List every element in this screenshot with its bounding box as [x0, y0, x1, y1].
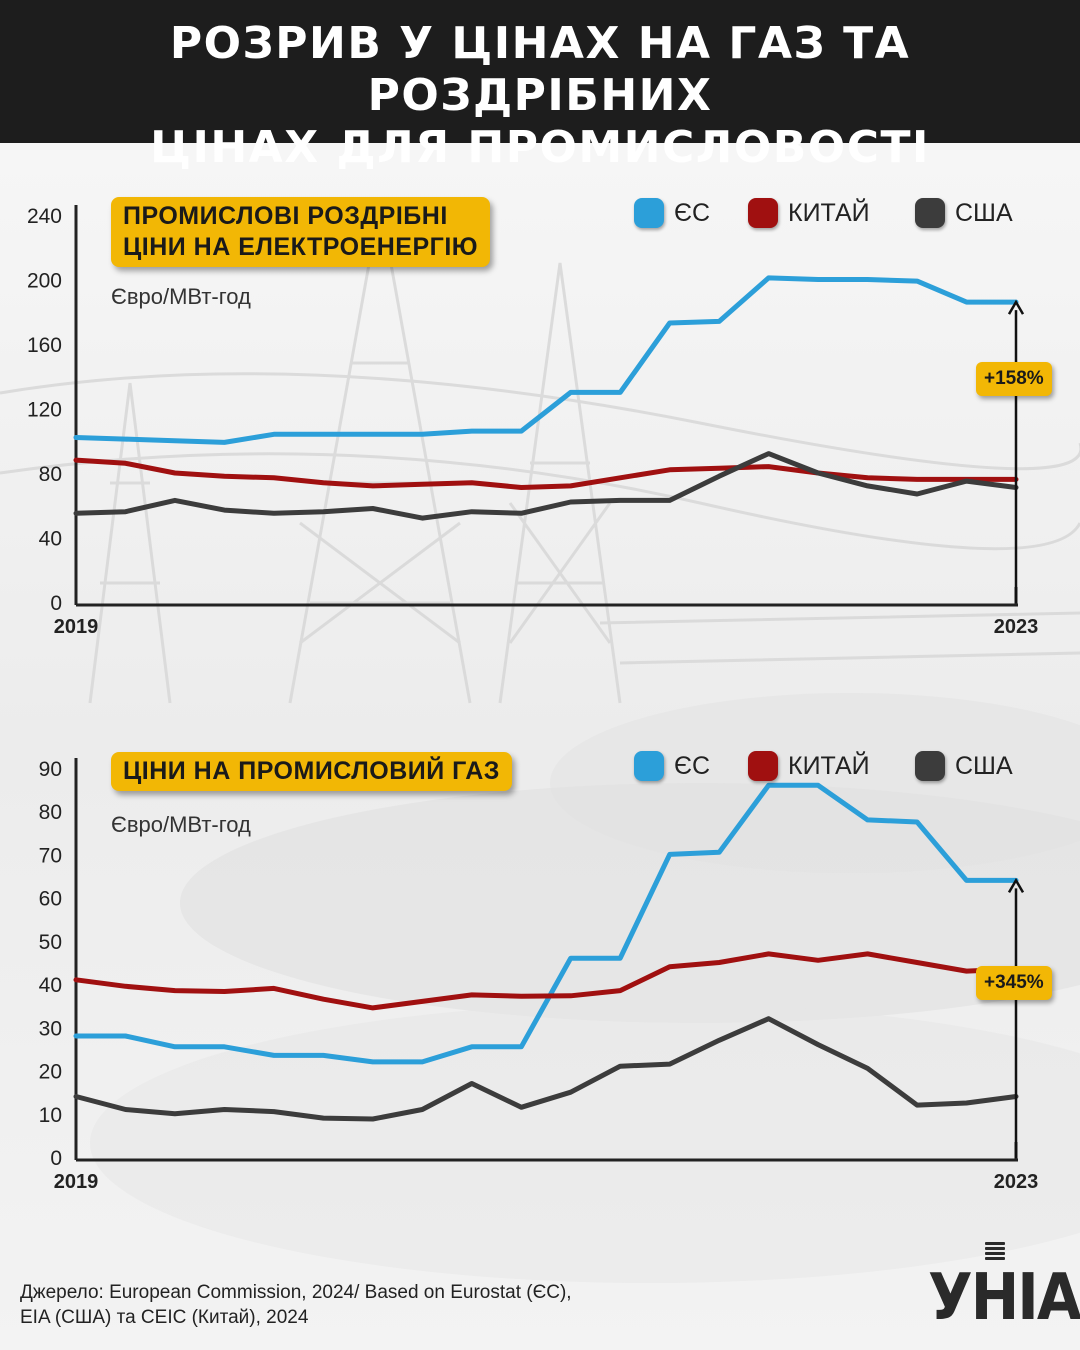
gas-chart-title-badge: ЦІНИ НА ПРОМИСЛОВИЙ ГАЗ: [111, 752, 512, 791]
gas-y-tick-label: 30: [39, 1017, 62, 1040]
legend-item-china: КИТАЙ: [748, 749, 870, 783]
gas-y-tick-label: 70: [39, 844, 62, 867]
legend-label-eu: ЄС: [674, 198, 711, 227]
legend-swatch-usa: [915, 198, 945, 228]
electricity-y-tick-label: 240: [27, 205, 62, 228]
gas-y-tick-label: 10: [39, 1104, 62, 1127]
gas-y-tick-label: 0: [50, 1147, 62, 1170]
background-pylons-illustration: [0, 143, 1080, 1350]
gas-y-tick-label: 20: [39, 1061, 62, 1084]
electricity-chart-title-line-2: ЦІНИ НА ЕЛЕКТРОЕНЕРГІЮ: [123, 233, 479, 261]
logo-mark-icon: [985, 1242, 1005, 1262]
page-header: РОЗРИВ У ЦІНАХ НА ГАЗ ТА РОЗДРІБНИХ ЦІНА…: [0, 0, 1080, 173]
gas-series-eu-line: [73, 782, 1019, 1065]
legend-label-china: КИТАЙ: [788, 751, 870, 780]
gas-legend: ЄС КИТАЙ США: [634, 749, 1054, 783]
gas-y-tick-label: 80: [39, 801, 62, 824]
electricity-series-usa-line: [73, 451, 1019, 521]
gas-x-end-label: 2023: [994, 1171, 1039, 1193]
gas-increase-badge: +345%: [976, 966, 1052, 1000]
legend-item-usa: США: [915, 749, 1013, 783]
gas-y-tick-label: 50: [39, 931, 62, 954]
electricity-chart-title-line-1: ПРОМИСЛОВІ РОЗДРІБНІ: [123, 202, 448, 230]
electricity-y-tick-label: 200: [27, 270, 62, 293]
legend-label-usa: США: [955, 751, 1013, 780]
gas-increase-arrow-head: [1007, 877, 1025, 894]
legend-label-eu: ЄС: [674, 751, 711, 780]
electricity-y-tick-label: 40: [39, 528, 62, 551]
electricity-y-tick-label: 0: [50, 592, 62, 615]
electricity-y-tick-label: 80: [39, 463, 62, 486]
gas-y-tick-label: 60: [39, 888, 62, 911]
gas-y-tick-label: 90: [39, 758, 62, 781]
electricity-series-eu-line: [73, 275, 1019, 445]
electricity-x-start-label: 2019: [54, 616, 99, 638]
electricity-price-chart: 0 40 80 120 160 200 240 2019 2023: [27, 205, 1039, 638]
legend-item-eu: ЄС: [634, 749, 710, 783]
legend-item-china: КИТАЙ: [748, 196, 870, 230]
legend-swatch-eu: [634, 751, 664, 781]
electricity-x-end-label: 2023: [994, 616, 1039, 638]
gas-series-usa-line: [73, 1016, 1019, 1122]
page-title-line-1: РОЗРИВ У ЦІНАХ НА ГАЗ ТА РОЗДРІБНИХ: [169, 18, 911, 121]
electricity-y-tick-label: 120: [27, 399, 62, 422]
electricity-series-china-line: [73, 457, 1019, 490]
legend-swatch-china: [748, 751, 778, 781]
gas-unit-label: Євро/МВт-год: [111, 812, 251, 837]
gas-x-start-label: 2019: [54, 1171, 99, 1193]
source-line-2: EIA (США) та CEIC (Китай), 2024: [20, 1307, 309, 1328]
page-title-line-2: ЦІНАХ ДЛЯ ПРОМИСЛОВОСТІ: [150, 122, 930, 173]
electricity-chart-title-badge: ПРОМИСЛОВІ РОЗДРІБНІ ЦІНИ НА ЕЛЕКТРОЕНЕР…: [111, 197, 491, 267]
electricity-increase-arrow-head: [1007, 299, 1025, 315]
source-note: Джерело: European Commission, 2024/ Base…: [20, 1280, 572, 1330]
legend-item-usa: США: [915, 196, 1013, 230]
legend-item-eu: ЄС: [634, 196, 710, 230]
legend-swatch-eu: [634, 198, 664, 228]
legend-label-usa: США: [955, 198, 1013, 227]
legend-swatch-china: [748, 198, 778, 228]
gas-chart-title-line-1: ЦІНИ НА ПРОМИСЛОВИЙ ГАЗ: [123, 757, 500, 785]
gas-series-china-line: [73, 951, 1019, 1011]
electricity-legend: ЄС КИТАЙ США: [634, 196, 1054, 230]
electricity-y-tick-label: 160: [27, 334, 62, 357]
electricity-increase-badge: +158%: [976, 362, 1052, 396]
legend-swatch-usa: [915, 751, 945, 781]
legend-label-china: КИТАЙ: [788, 198, 870, 227]
gas-price-chart: 0 10 20 30 40 50 60 70 80 90 2019 2023: [39, 758, 1039, 1193]
source-line-1: Джерело: European Commission, 2024/ Base…: [20, 1282, 572, 1303]
electricity-unit-label: Євро/МВт-год: [111, 284, 251, 309]
gas-y-tick-label: 40: [39, 974, 62, 997]
unian-logo: УНІАН: [928, 1259, 1080, 1335]
